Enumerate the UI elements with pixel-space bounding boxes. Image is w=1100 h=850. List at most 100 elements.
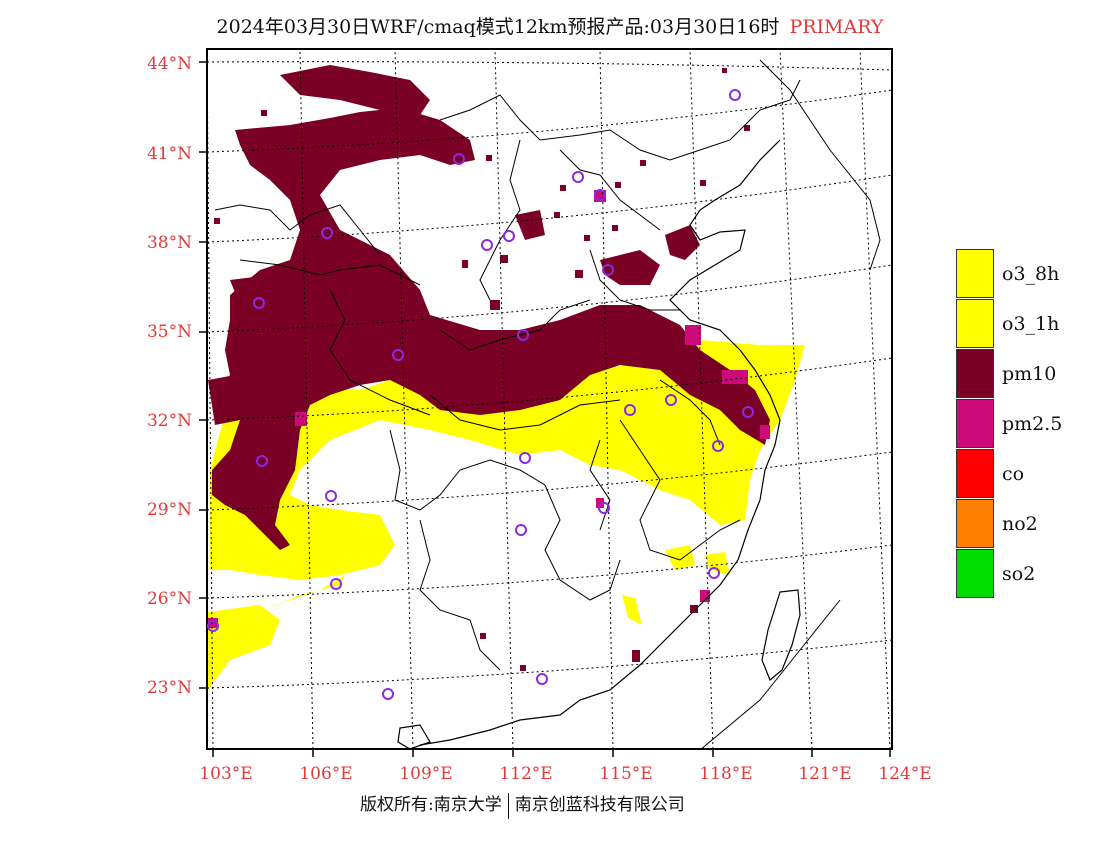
lat-label: 35°N — [146, 322, 192, 342]
pm10-region-shandong — [665, 225, 700, 260]
legend-swatch — [956, 499, 994, 548]
lat-label: 32°N — [146, 411, 192, 431]
station-marker — [453, 153, 465, 165]
lon-label: 118°E — [699, 764, 753, 784]
province-boundary — [429, 394, 621, 431]
pm25-spot — [596, 498, 604, 508]
legend-swatch — [956, 349, 994, 398]
lat-label: 26°N — [146, 589, 192, 609]
pm10-region-sichuan — [230, 275, 300, 320]
pm10-dot — [560, 185, 566, 191]
hainan-coast — [397, 724, 431, 749]
lat-label: 23°N — [146, 678, 192, 698]
pm10-dot — [632, 650, 640, 662]
legend-item-no2: no2 — [956, 499, 1080, 549]
province-boundary — [700, 599, 841, 749]
graticule-line — [207, 49, 214, 749]
province-boundary — [239, 259, 421, 286]
province-boundary — [619, 419, 741, 561]
legend-swatch — [956, 399, 994, 448]
station-marker — [321, 227, 333, 239]
station-marker — [382, 688, 394, 700]
station-marker — [519, 452, 531, 464]
station-marker — [742, 406, 754, 418]
graticule-line — [599, 49, 614, 749]
station-marker — [515, 524, 527, 536]
lat-label: 41°N — [146, 144, 192, 164]
station-marker — [325, 490, 337, 502]
station-marker-layer — [207, 89, 754, 700]
pm10-dot — [261, 110, 267, 116]
legend-swatch — [956, 249, 994, 298]
province-boundary — [329, 289, 431, 416]
map-legend: o3_8h o3_1h pm10 pm2.5 co no2 so2 — [956, 249, 1080, 599]
footer-divider — [507, 792, 509, 819]
province-boundary — [419, 519, 501, 671]
province-boundary — [659, 379, 721, 446]
province-boundary — [439, 79, 801, 161]
province-boundary — [214, 204, 381, 256]
graticule-line — [689, 49, 714, 749]
pm10-dot — [744, 125, 750, 131]
o3-region-fujian — [665, 545, 695, 570]
pm10-dot — [575, 270, 583, 278]
graticule-line — [207, 357, 892, 421]
legend-swatch — [956, 449, 994, 498]
copyright-footer: 版权所有:南京大学 南京创蓝科技有限公司 — [360, 790, 685, 819]
legend-item-so2: so2 — [956, 549, 1080, 599]
pm10-dot — [700, 180, 706, 186]
graticule-line — [494, 49, 514, 749]
pm10-dot — [554, 212, 560, 218]
o3-region-central — [210, 340, 805, 580]
station-marker — [207, 620, 219, 632]
station-marker — [256, 455, 268, 467]
pm10-dot — [480, 633, 486, 639]
lat-label: 29°N — [146, 500, 192, 520]
taiwan-coast — [761, 589, 801, 681]
graticule-line — [394, 49, 414, 749]
province-boundary — [759, 59, 881, 271]
pm10-dot — [490, 300, 500, 310]
lat-label: 44°N — [146, 54, 192, 74]
pm25-spot — [760, 425, 770, 439]
title-main: 2024年03月30日WRF/cmaq模式12km预报产品:03月30日16时 — [216, 16, 780, 38]
pm10-region-north — [280, 65, 430, 115]
graticule-line — [299, 49, 314, 749]
legend-item-co: co — [956, 449, 1080, 499]
pm10-dot — [615, 182, 621, 188]
station-marker — [602, 264, 614, 276]
province-boundary — [439, 299, 591, 351]
copyright-company: 南京创蓝科技有限公司 — [514, 795, 685, 815]
pm10-dot — [722, 68, 727, 73]
station-marker — [392, 349, 404, 361]
lat-label: 38°N — [146, 233, 192, 253]
pm25-spot — [208, 618, 218, 628]
pm10-dot — [500, 255, 508, 263]
title-tag: PRIMARY — [789, 16, 884, 38]
province-boundary — [389, 429, 621, 601]
legend-label: pm2.5 — [1002, 413, 1063, 435]
station-marker — [572, 171, 584, 183]
pm10-dot — [640, 160, 646, 166]
boundary-layer — [214, 59, 881, 749]
graticule — [207, 49, 892, 749]
coastline — [419, 139, 781, 746]
pm10-dot — [612, 225, 618, 231]
pm10-dot — [690, 605, 698, 613]
pm25-spot — [295, 412, 307, 426]
station-marker — [712, 440, 724, 452]
copyright-owner: 版权所有:南京大学 — [360, 795, 502, 815]
pm10-dot — [462, 260, 468, 268]
lon-label: 121°E — [798, 764, 852, 784]
legend-item-pm10: pm10 — [956, 349, 1080, 399]
legend-label: o3_1h — [1002, 313, 1060, 335]
station-marker — [253, 297, 265, 309]
station-marker — [729, 89, 741, 101]
pm25-region-layer — [208, 190, 770, 628]
lon-label: 103°E — [199, 764, 253, 784]
graticule-line — [207, 264, 892, 333]
legend-label: no2 — [1002, 513, 1038, 535]
pm10-dot — [214, 218, 220, 224]
legend-item-pm25: pm2.5 — [956, 399, 1080, 449]
pm10-region-hebei — [600, 250, 660, 285]
